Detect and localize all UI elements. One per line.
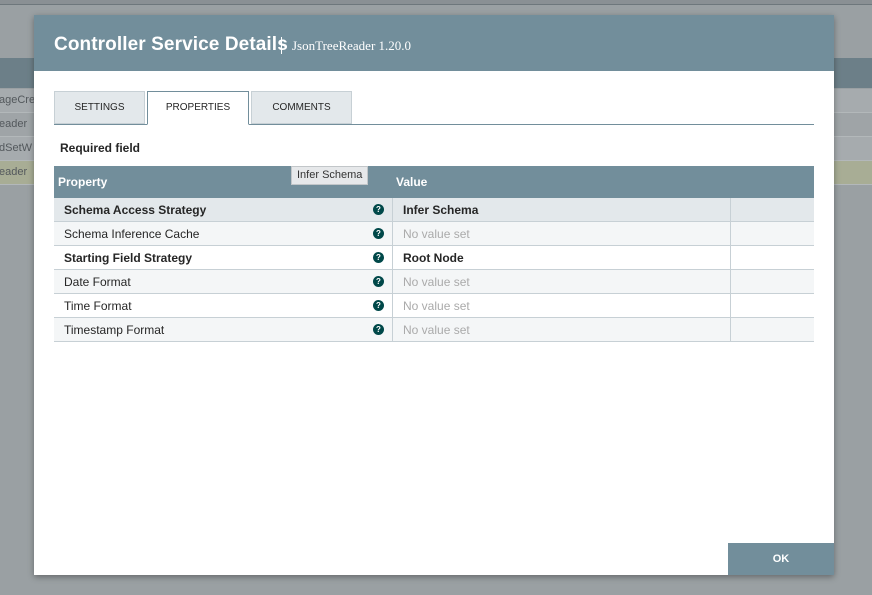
properties-table: Property Value Schema Access Strategy ? … [54, 166, 814, 342]
property-name: Time Format [64, 299, 132, 313]
dialog-header: Controller Service Details JsonTreeReade… [34, 15, 834, 71]
column-divider [392, 222, 393, 246]
property-value[interactable]: No value set [403, 227, 470, 241]
tab-properties[interactable]: PROPERTIES [147, 91, 249, 125]
help-icon[interactable]: ? [373, 204, 384, 215]
property-name: Date Format [64, 275, 131, 289]
help-icon[interactable]: ? [373, 300, 384, 311]
column-divider [730, 198, 731, 222]
background-row-text: eader [0, 166, 28, 178]
column-divider [730, 294, 731, 318]
property-name: Timestamp Format [64, 323, 165, 337]
property-value[interactable]: Infer Schema [403, 203, 479, 217]
header-divider [281, 37, 282, 54]
column-divider [730, 222, 731, 246]
table-row[interactable]: Starting Field Strategy ? Root Node [54, 246, 814, 270]
column-divider [730, 318, 731, 342]
tab-bar: SETTINGS PROPERTIES COMMENTS [54, 91, 814, 125]
column-divider [392, 270, 393, 294]
table-header: Property Value [54, 166, 814, 198]
table-row[interactable]: Schema Inference Cache ? No value set [54, 222, 814, 246]
background-row-text: eader [0, 118, 28, 130]
property-value[interactable]: No value set [403, 299, 470, 313]
ok-button[interactable]: OK [728, 543, 834, 575]
tab-settings[interactable]: SETTINGS [54, 91, 145, 124]
controller-service-details-dialog: Controller Service Details JsonTreeReade… [34, 15, 834, 575]
help-icon[interactable]: ? [373, 228, 384, 239]
column-divider [392, 294, 393, 318]
property-value[interactable]: Root Node [403, 251, 464, 265]
dialog-title: Controller Service Details [54, 34, 288, 55]
dialog-subtitle: JsonTreeReader 1.20.0 [292, 38, 412, 53]
column-divider [392, 318, 393, 342]
column-header-value[interactable]: Value [396, 175, 428, 189]
property-name: Schema Access Strategy [64, 203, 207, 217]
background-row-text: dSetW [0, 142, 33, 154]
property-name: Starting Field Strategy [64, 251, 193, 265]
background-top-bar [0, 0, 872, 4]
column-divider [730, 270, 731, 294]
tab-comments[interactable]: COMMENTS [251, 91, 352, 124]
property-name: Schema Inference Cache [64, 227, 200, 241]
value-tooltip: Infer Schema [291, 166, 369, 185]
background-divider [0, 4, 872, 5]
required-field-label: Required field [60, 141, 141, 155]
column-divider [730, 246, 731, 270]
help-icon[interactable]: ? [373, 276, 384, 287]
property-value[interactable]: No value set [403, 275, 470, 289]
table-row[interactable]: Timestamp Format ? No value set [54, 318, 814, 342]
table-row[interactable]: Date Format ? No value set [54, 270, 814, 294]
property-value[interactable]: No value set [403, 323, 470, 337]
table-row[interactable]: Time Format ? No value set [54, 294, 814, 318]
column-divider [392, 198, 393, 222]
column-header-property[interactable]: Property [58, 175, 108, 189]
column-divider [392, 246, 393, 270]
help-icon[interactable]: ? [373, 252, 384, 263]
table-row[interactable]: Schema Access Strategy ? Infer Schema [54, 198, 814, 222]
help-icon[interactable]: ? [373, 324, 384, 335]
background-row-text: ageCred [0, 94, 42, 106]
